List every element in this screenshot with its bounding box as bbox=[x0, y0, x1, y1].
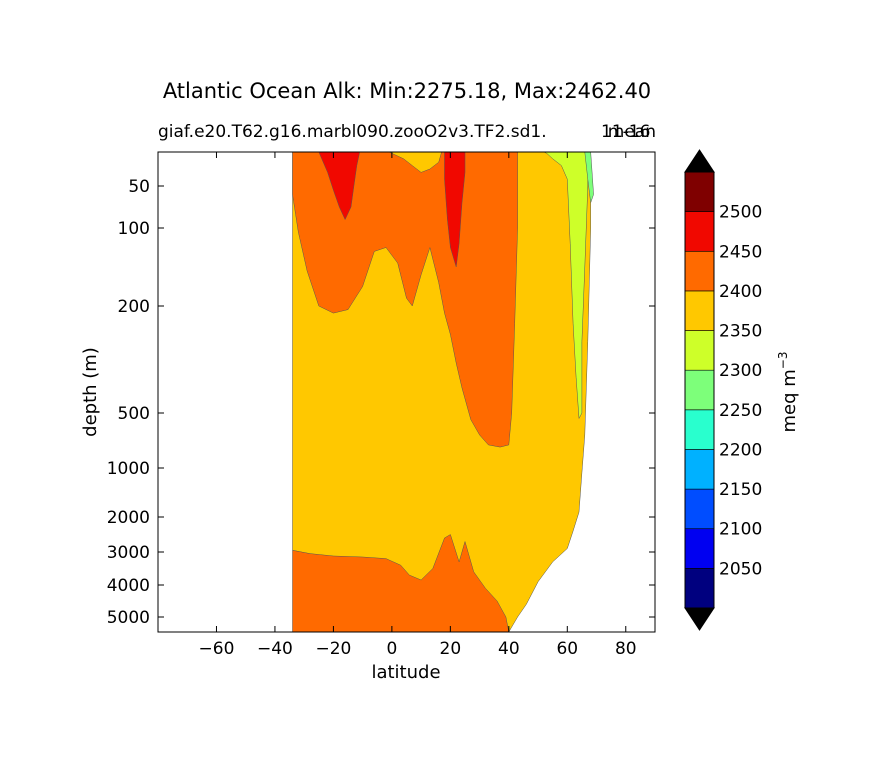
contour-fill-group bbox=[292, 152, 594, 632]
colorbar-band bbox=[684, 211, 715, 252]
colorbar-tick-label: 2500 bbox=[719, 203, 762, 223]
colorbar-band bbox=[684, 528, 715, 569]
x-axis-label: latitude bbox=[371, 662, 440, 683]
y-tick-label: 500 bbox=[118, 404, 150, 424]
colorbar-band bbox=[684, 568, 715, 609]
chart-subtitle-overlap: 11-16 bbox=[601, 122, 650, 142]
chart-subtitle: giaf.e20.T62.g16.marbl090.zooO2v3.TF2.sd… bbox=[158, 122, 547, 142]
y-tick-label: 5000 bbox=[107, 608, 150, 628]
colorbar-label-exponent: −3 bbox=[776, 352, 790, 370]
x-tick-label: −40 bbox=[257, 639, 293, 659]
colorbar-frame bbox=[684, 171, 715, 609]
y-tick-label: 1000 bbox=[107, 459, 150, 479]
x-tick-label: 80 bbox=[615, 639, 637, 659]
y-tick-label: 3000 bbox=[107, 543, 150, 563]
colorbar-tick-label: 2150 bbox=[719, 480, 762, 500]
x-tick-label: 0 bbox=[386, 639, 397, 659]
contour-region-1 bbox=[292, 152, 518, 448]
colorbar-label-text: meq m bbox=[779, 369, 800, 432]
y-tick-label: 4000 bbox=[107, 576, 150, 596]
plot-frame bbox=[157, 151, 656, 633]
y-axis-label: depth (m) bbox=[80, 347, 101, 437]
colorbar-tick-label: 2250 bbox=[719, 401, 762, 421]
y-tick-label: 50 bbox=[128, 177, 150, 197]
colorbar-band bbox=[684, 369, 715, 411]
colorbar: 2050 2100 2150 2200 2250 2300 2350 2400 2450 2500 bbox=[684, 149, 762, 631]
colorbar-band bbox=[684, 250, 715, 292]
colorbar-tick-label: 2050 bbox=[719, 559, 762, 579]
colorbar-band bbox=[684, 330, 715, 371]
contour-region-6 bbox=[584, 152, 594, 203]
colorbar-tick-label: 2300 bbox=[719, 361, 762, 381]
colorbar-tick-label: 2450 bbox=[719, 242, 762, 262]
chart-title: Atlantic Ocean Alk: Min:2275.18, Max:246… bbox=[163, 79, 651, 103]
contour-region-7 bbox=[292, 534, 510, 632]
colorbar-band bbox=[684, 171, 715, 212]
x-tick-label: 60 bbox=[556, 639, 578, 659]
colorbar-band bbox=[684, 488, 715, 530]
colorbar-band bbox=[684, 290, 715, 331]
colorbar-tick-label: 2350 bbox=[719, 322, 762, 342]
contour-region-2 bbox=[318, 152, 360, 221]
colorbar-band bbox=[684, 449, 715, 490]
colorbar-band bbox=[684, 409, 715, 450]
contour-region-5 bbox=[543, 152, 589, 420]
contour-region-4 bbox=[388, 152, 442, 173]
y-tick-label: 2000 bbox=[107, 508, 150, 528]
y-tick-label: 200 bbox=[118, 297, 150, 317]
colorbar-extend-min bbox=[684, 607, 715, 631]
x-axis: −60 −40 −20 0 20 40 60 80 bbox=[199, 152, 637, 659]
chart-subtitle-right: mean bbox=[608, 122, 656, 142]
colorbar-label: meq m−3 bbox=[776, 352, 800, 433]
x-tick-label: −60 bbox=[199, 639, 235, 659]
colorbar-tick-label: 2400 bbox=[719, 282, 762, 302]
x-tick-label: 40 bbox=[498, 639, 520, 659]
x-tick-label: 20 bbox=[440, 639, 462, 659]
y-tick-label: 100 bbox=[118, 219, 150, 239]
y-axis: 50 100 200 500 1000 2000 3000 4000 5000 bbox=[107, 177, 655, 628]
colorbar-tick-label: 2200 bbox=[719, 440, 762, 460]
colorbar-extend-max bbox=[684, 149, 715, 173]
contour-region-3 bbox=[444, 152, 466, 268]
x-tick-label: −20 bbox=[315, 639, 351, 659]
colorbar-tick-label: 2100 bbox=[719, 520, 762, 540]
